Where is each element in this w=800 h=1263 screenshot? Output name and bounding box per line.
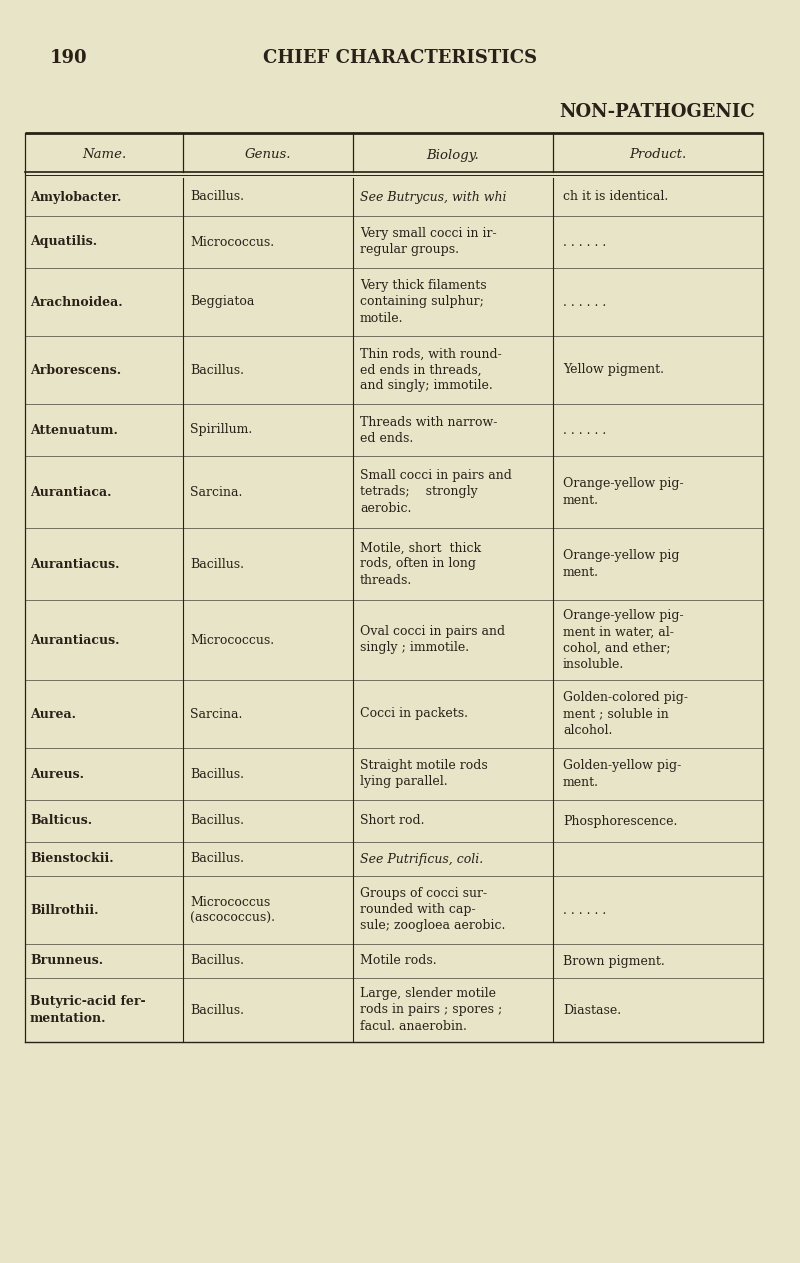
Text: Orange-yellow pig-: Orange-yellow pig-	[563, 610, 684, 623]
Text: Arborescens.: Arborescens.	[30, 364, 121, 376]
Text: Bacillus.: Bacillus.	[190, 1004, 244, 1017]
Text: Genus.: Genus.	[245, 149, 291, 162]
Text: Orange-yellow pig: Orange-yellow pig	[563, 549, 679, 562]
Text: ment.: ment.	[563, 566, 599, 578]
Text: Thin rods, with round-: Thin rods, with round-	[360, 347, 502, 360]
Text: (ascococcus).: (ascococcus).	[190, 912, 275, 925]
Text: Biology.: Biology.	[426, 149, 479, 162]
Text: Bacillus.: Bacillus.	[190, 768, 244, 781]
Text: ment in water, al-: ment in water, al-	[563, 625, 674, 639]
Text: ment.: ment.	[563, 775, 599, 788]
Text: rods in pairs ; spores ;: rods in pairs ; spores ;	[360, 1004, 502, 1017]
Text: Spirillum.: Spirillum.	[190, 423, 252, 437]
Text: See ⁠Butrycus⁠, with whi: See ⁠Butrycus⁠, with whi	[360, 191, 506, 203]
Text: singly ; immotile.: singly ; immotile.	[360, 642, 469, 654]
Text: Oval cocci in pairs and: Oval cocci in pairs and	[360, 625, 505, 639]
Text: Phosphorescence.: Phosphorescence.	[563, 815, 678, 827]
Text: Balticus.: Balticus.	[30, 815, 92, 827]
Text: Bacillus.: Bacillus.	[190, 557, 244, 571]
Text: 190: 190	[50, 49, 88, 67]
Text: aerobic.: aerobic.	[360, 501, 411, 514]
Text: Aquatilis.: Aquatilis.	[30, 235, 97, 249]
Text: sule; zoogloea aerobic.: sule; zoogloea aerobic.	[360, 919, 506, 932]
Text: Bacillus.: Bacillus.	[190, 191, 244, 203]
Text: Micrococcus.: Micrococcus.	[190, 235, 274, 249]
Text: Straight motile rods: Straight motile rods	[360, 759, 488, 773]
Text: Beggiatoa: Beggiatoa	[190, 296, 254, 308]
Text: Name.: Name.	[82, 149, 126, 162]
Text: Sarcina.: Sarcina.	[190, 485, 242, 499]
Text: . . . . . .: . . . . . .	[563, 235, 606, 249]
Text: Motile rods.: Motile rods.	[360, 955, 437, 967]
Text: Aurantiaca.: Aurantiaca.	[30, 485, 111, 499]
Text: Short rod.: Short rod.	[360, 815, 425, 827]
Text: Groups of cocci sur-: Groups of cocci sur-	[360, 888, 487, 901]
Text: tetrads;    strongly: tetrads; strongly	[360, 485, 478, 499]
Text: Bacillus.: Bacillus.	[190, 364, 244, 376]
Text: Aurea.: Aurea.	[30, 707, 76, 720]
Text: Cocci in packets.: Cocci in packets.	[360, 707, 468, 720]
Text: Very thick filaments: Very thick filaments	[360, 279, 486, 293]
Text: Arachnoidea.: Arachnoidea.	[30, 296, 122, 308]
Text: Butyric-acid fer-: Butyric-acid fer-	[30, 995, 146, 1008]
Text: Threads with narrow-: Threads with narrow-	[360, 416, 498, 428]
Text: Aureus.: Aureus.	[30, 768, 84, 781]
Text: mentation.: mentation.	[30, 1012, 106, 1024]
Text: Attenuatum.: Attenuatum.	[30, 423, 118, 437]
Text: Micrococcus.: Micrococcus.	[190, 634, 274, 647]
Text: ch it is identical.: ch it is identical.	[563, 191, 668, 203]
Text: Sarcina.: Sarcina.	[190, 707, 242, 720]
Text: Bacillus.: Bacillus.	[190, 853, 244, 865]
Text: NON-PATHOGENIC: NON-PATHOGENIC	[559, 104, 755, 121]
Text: Golden-colored pig-: Golden-colored pig-	[563, 692, 688, 705]
Text: CHIEF CHARACTERISTICS: CHIEF CHARACTERISTICS	[263, 49, 537, 67]
Text: Yellow pigment.: Yellow pigment.	[563, 364, 664, 376]
Text: Aurantiacus.: Aurantiacus.	[30, 634, 119, 647]
Text: Bacillus.: Bacillus.	[190, 955, 244, 967]
Text: Diastase.: Diastase.	[563, 1004, 621, 1017]
Text: . . . . . .: . . . . . .	[563, 296, 606, 308]
Text: Small cocci in pairs and: Small cocci in pairs and	[360, 470, 512, 482]
Text: Orange-yellow pig-: Orange-yellow pig-	[563, 477, 684, 490]
Text: Brunneus.: Brunneus.	[30, 955, 103, 967]
Text: and singly; immotile.: and singly; immotile.	[360, 379, 493, 393]
Text: rounded with cap-: rounded with cap-	[360, 903, 476, 917]
Text: . . . . . .: . . . . . .	[563, 903, 606, 917]
Text: insoluble.: insoluble.	[563, 658, 624, 671]
Text: cohol, and ether;: cohol, and ether;	[563, 642, 670, 654]
Text: ment.: ment.	[563, 494, 599, 506]
Text: See Putrificus, coli.: See Putrificus, coli.	[360, 853, 483, 865]
Text: threads.: threads.	[360, 573, 412, 586]
Text: ed ends.: ed ends.	[360, 432, 414, 445]
Text: Aurantiacus.: Aurantiacus.	[30, 557, 119, 571]
Text: rods, often in long: rods, often in long	[360, 557, 476, 571]
Text: Product.: Product.	[630, 149, 686, 162]
Text: Micrococcus: Micrococcus	[190, 895, 270, 908]
Text: facul. anaerobin.: facul. anaerobin.	[360, 1019, 467, 1032]
Text: ment ; soluble in: ment ; soluble in	[563, 707, 669, 720]
Text: Bacillus.: Bacillus.	[190, 815, 244, 827]
Text: Golden-yellow pig-: Golden-yellow pig-	[563, 759, 682, 773]
Text: Large, slender motile: Large, slender motile	[360, 988, 496, 1000]
Text: ed ends in threads,: ed ends in threads,	[360, 364, 482, 376]
Text: . . . . . .: . . . . . .	[563, 423, 606, 437]
Text: Brown pigment.: Brown pigment.	[563, 955, 665, 967]
Text: containing sulphur;: containing sulphur;	[360, 296, 484, 308]
Text: lying parallel.: lying parallel.	[360, 775, 448, 788]
Text: Motile, short  thick: Motile, short thick	[360, 542, 481, 554]
Text: Billrothii.: Billrothii.	[30, 903, 98, 917]
Text: motile.: motile.	[360, 312, 403, 325]
Text: Very small cocci in ir-: Very small cocci in ir-	[360, 227, 497, 240]
Text: regular groups.: regular groups.	[360, 244, 459, 256]
Text: alcohol.: alcohol.	[563, 724, 612, 736]
Text: Bienstockii.: Bienstockii.	[30, 853, 114, 865]
Text: Amylobacter.: Amylobacter.	[30, 191, 122, 203]
